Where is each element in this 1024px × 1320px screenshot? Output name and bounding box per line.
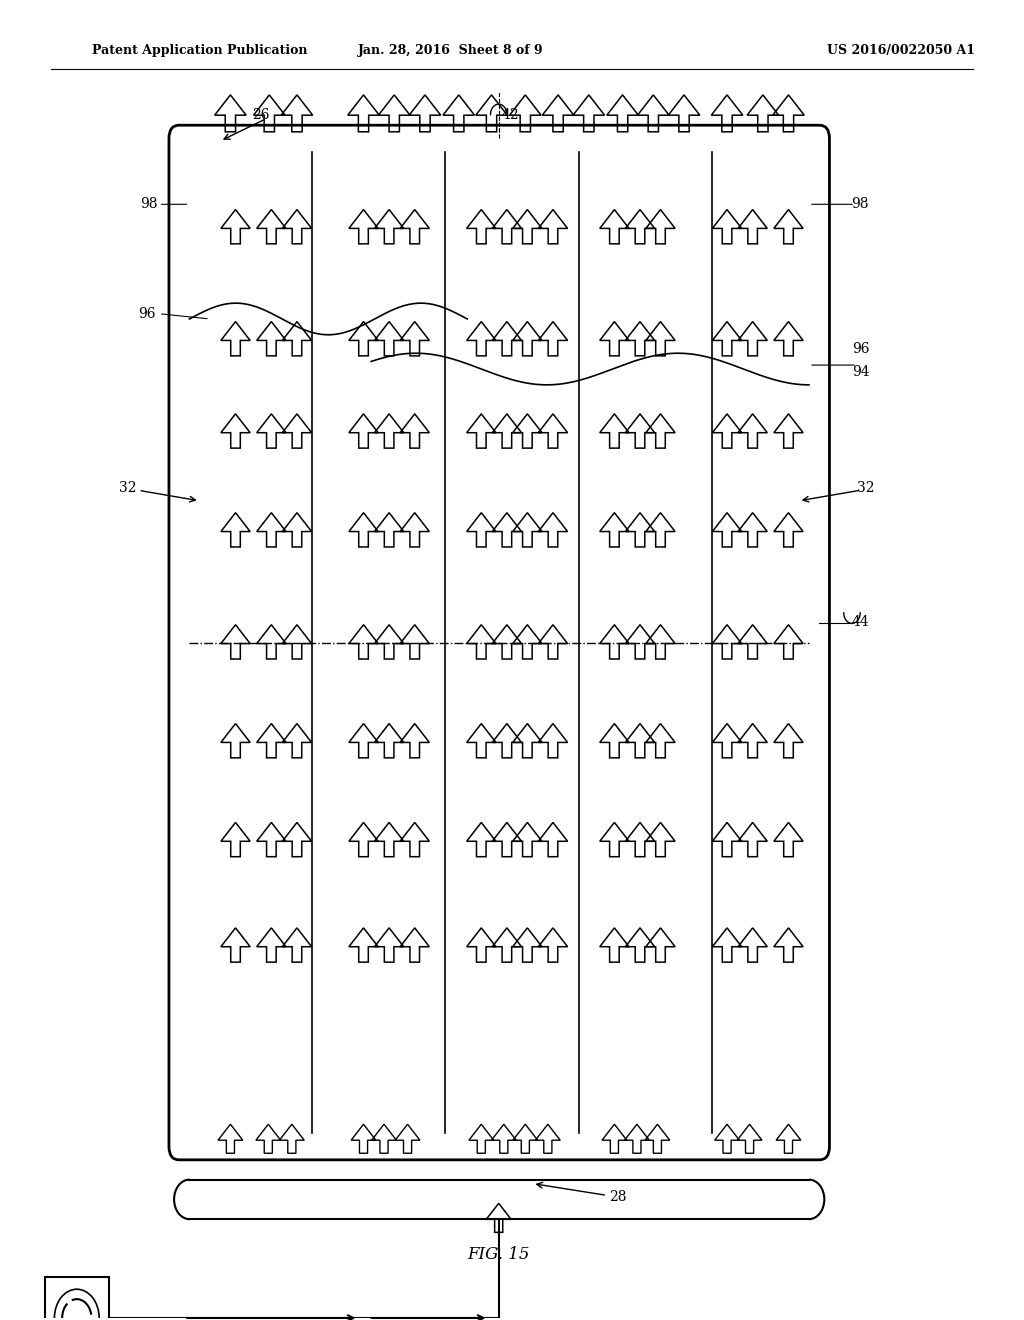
Text: 42: 42	[502, 108, 519, 121]
FancyBboxPatch shape	[169, 125, 829, 1160]
Text: Jan. 28, 2016  Sheet 8 of 9: Jan. 28, 2016 Sheet 8 of 9	[357, 44, 544, 57]
Text: 28: 28	[609, 1189, 627, 1204]
Text: Patent Application Publication: Patent Application Publication	[92, 44, 307, 57]
Text: 96: 96	[137, 306, 156, 321]
FancyBboxPatch shape	[45, 1278, 109, 1320]
Text: 26: 26	[252, 108, 270, 121]
Text: 44: 44	[852, 615, 869, 630]
Text: 32: 32	[119, 480, 137, 495]
Text: 98: 98	[851, 197, 869, 211]
Text: FIG. 15: FIG. 15	[467, 1246, 530, 1263]
Text: US 2016/0022050 A1: US 2016/0022050 A1	[827, 44, 975, 57]
Text: 94: 94	[852, 364, 869, 379]
Text: 96: 96	[852, 342, 869, 356]
Text: 98: 98	[139, 197, 158, 211]
Text: 32: 32	[856, 480, 874, 495]
